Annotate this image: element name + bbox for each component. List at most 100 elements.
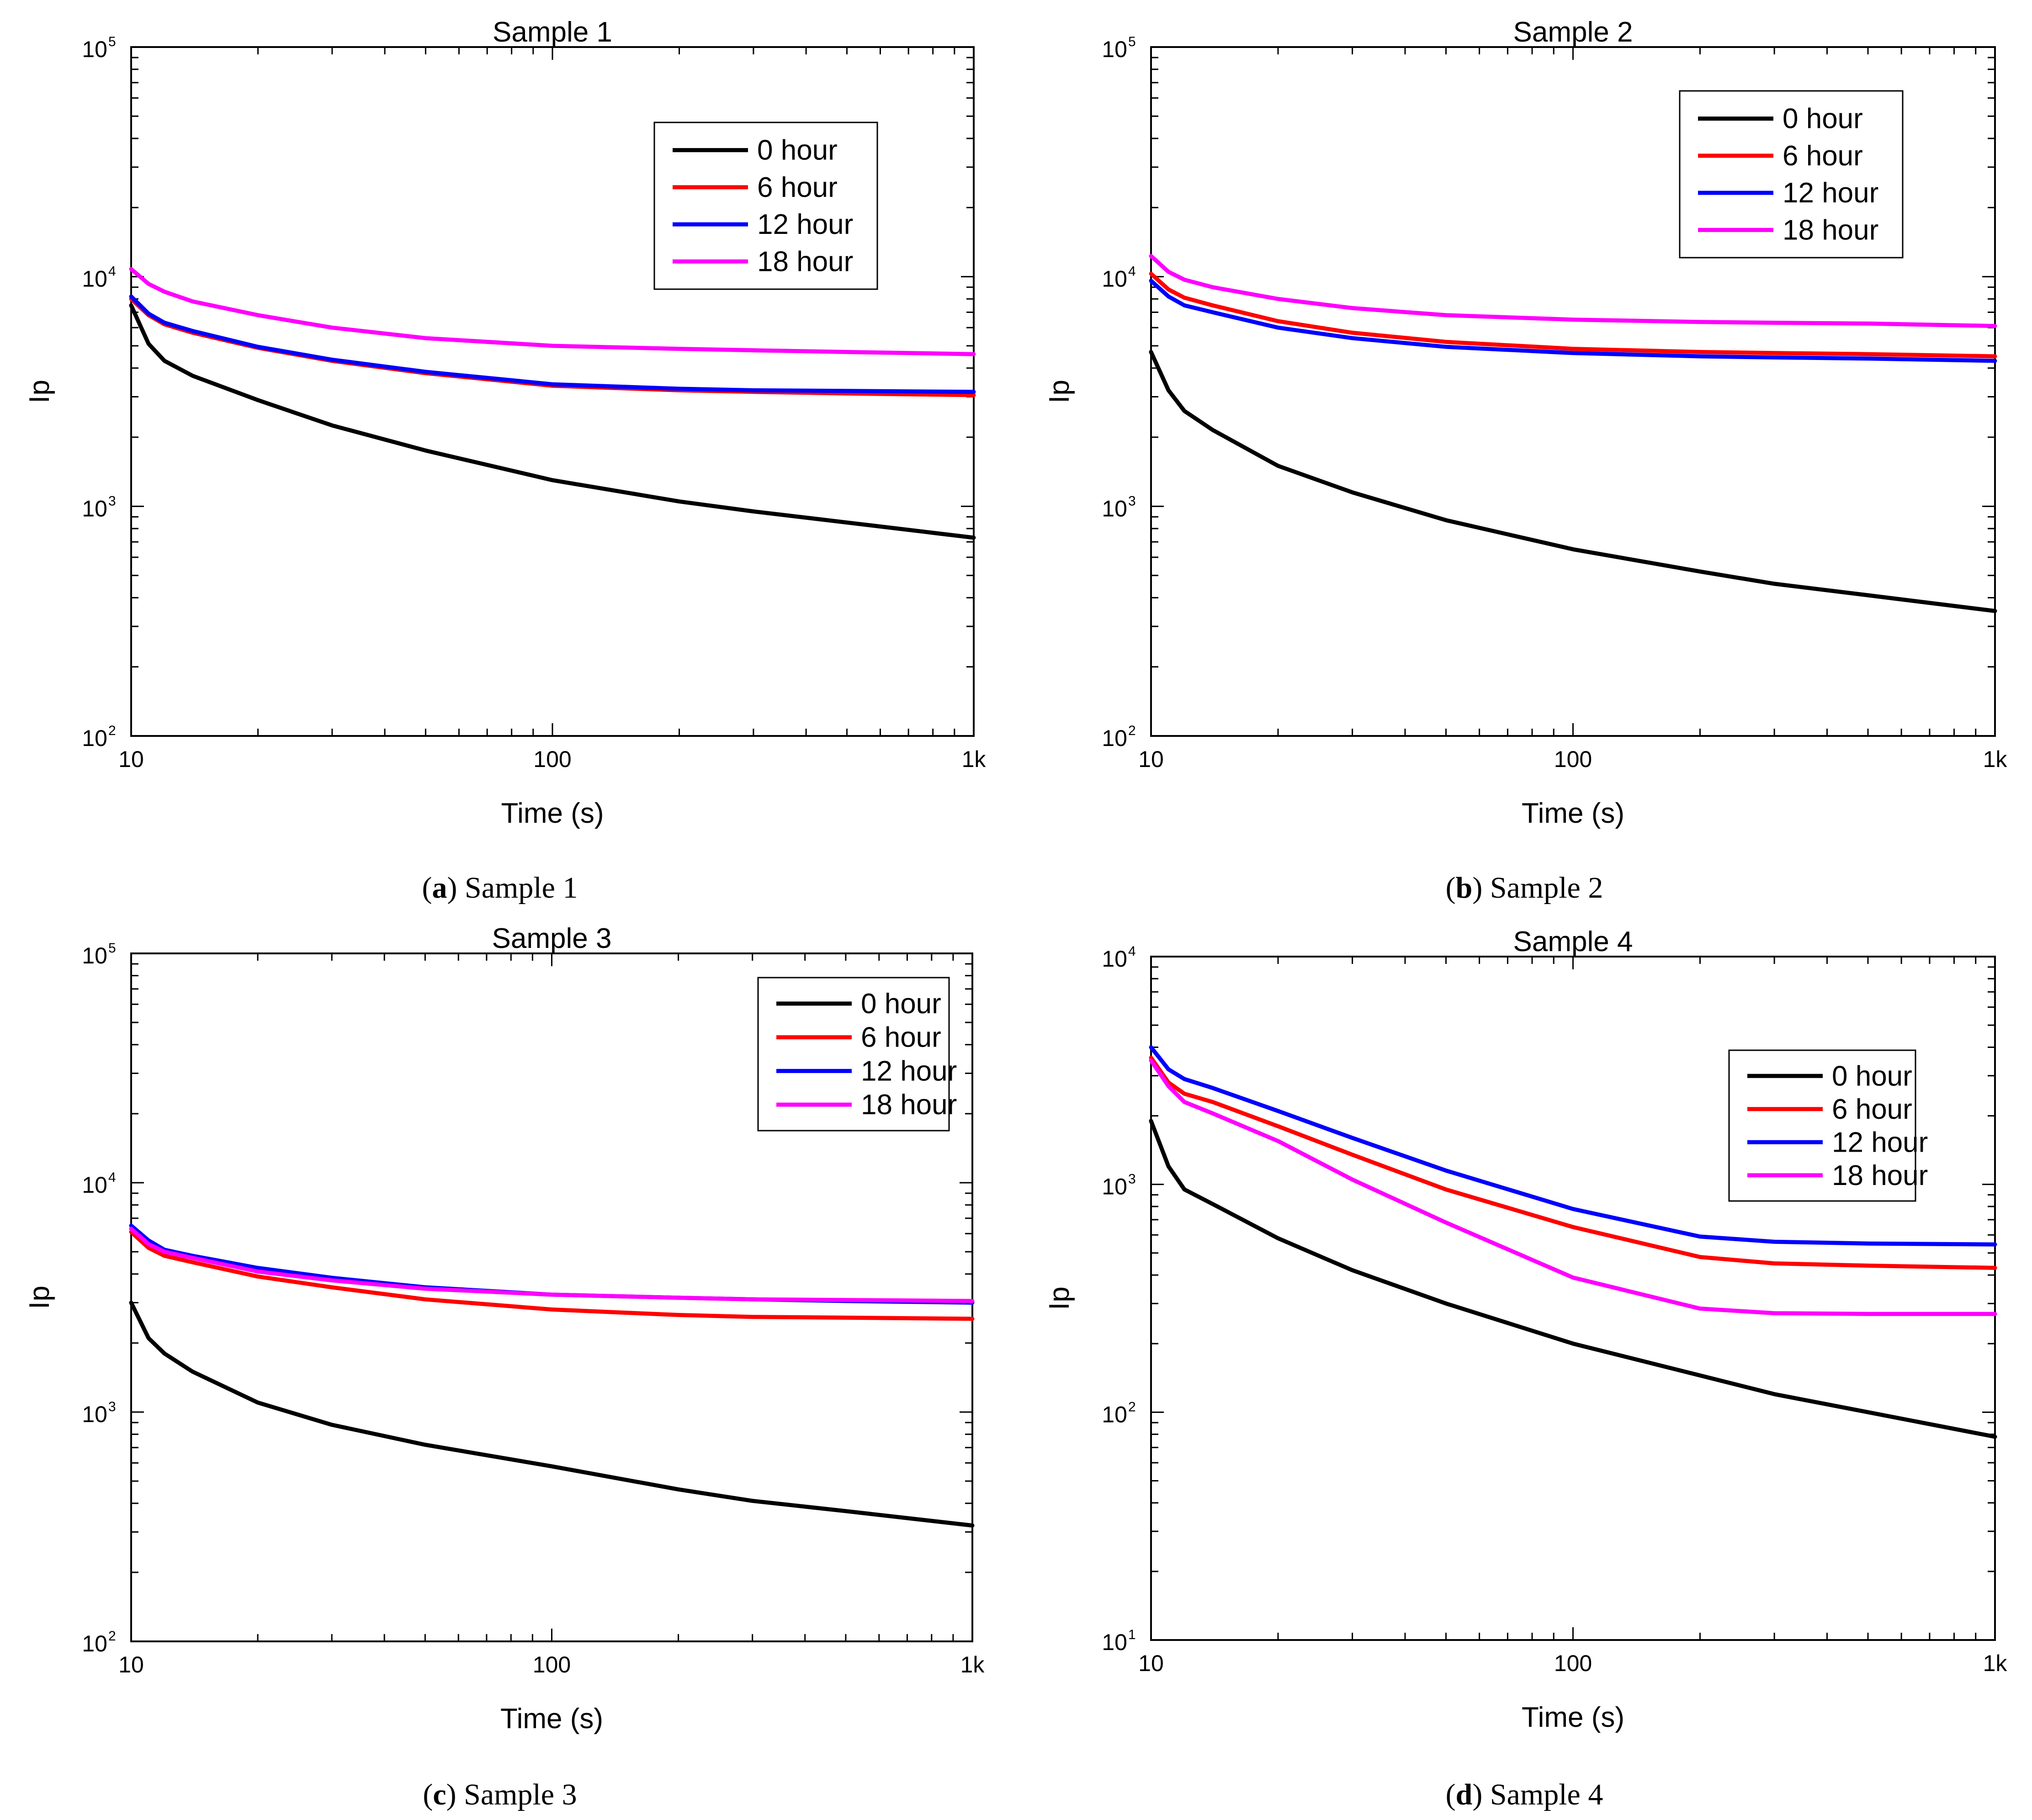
series-line-0-hour — [1149, 1119, 1997, 1439]
series-line-12-hour — [129, 294, 976, 394]
legend-label: 6 hour — [1832, 1094, 1912, 1125]
y-tick-exponent: 3 — [108, 1399, 116, 1414]
x-tick-label: 100 — [533, 746, 571, 772]
x-axis-label: Time (s) — [501, 798, 604, 829]
legend-label: 0 hour — [1832, 1060, 1912, 1092]
y-tick-exponent: 4 — [1128, 944, 1136, 959]
y-tick-exponent: 5 — [108, 941, 116, 956]
legend-label: 12 hour — [1783, 177, 1878, 209]
x-tick-label: 10 — [118, 1652, 144, 1677]
series-line-12-hour — [1149, 1045, 1997, 1247]
series-line-0-hour — [1149, 350, 1997, 613]
y-tick-exponent: 3 — [108, 493, 116, 508]
chart-title: Sample 3 — [492, 923, 612, 954]
series-line-12-hour — [129, 1223, 975, 1305]
y-tick-label: 10 — [82, 1631, 107, 1656]
x-tick-label: 10 — [118, 746, 144, 772]
y-tick-exponent: 2 — [1128, 723, 1136, 738]
legend: 0 hour 6 hour 12 hour 18 hour — [1679, 90, 1904, 259]
y-tick-label: 10 — [82, 1402, 107, 1427]
x-tick-label: 100 — [533, 1652, 571, 1677]
legend-label: 6 hour — [1783, 140, 1863, 172]
x-axis-label: Time (s) — [1522, 1702, 1624, 1733]
panel-caption: (d) Sample 4 — [1446, 1778, 1603, 1811]
series-line-12-hour — [1149, 279, 1997, 363]
legend-label: 18 hour — [757, 246, 853, 277]
series-line-18-hour — [129, 267, 976, 356]
y-tick-label: 10 — [82, 37, 107, 62]
y-tick-label: 10 — [82, 496, 107, 521]
y-tick-label: 10 — [1102, 37, 1127, 62]
legend-label: 0 hour — [1783, 103, 1863, 135]
legend-label: 12 hour — [861, 1055, 957, 1087]
y-tick-exponent: 2 — [108, 723, 116, 738]
x-axis-label: Time (s) — [500, 1703, 603, 1735]
chart-title: Sample 2 — [1513, 16, 1633, 48]
y-tick-exponent: 4 — [108, 1170, 116, 1185]
legend-label: 12 hour — [757, 209, 853, 240]
series-line-18-hour — [129, 1227, 975, 1303]
y-tick-exponent: 3 — [1128, 1172, 1136, 1187]
legend-label: 0 hour — [757, 135, 838, 166]
y-axis-label: Ip — [24, 380, 55, 403]
x-tick-label: 1k — [1983, 1651, 2008, 1676]
y-tick-exponent: 2 — [1128, 1399, 1136, 1414]
y-tick-label: 10 — [1102, 1630, 1127, 1655]
series-line-18-hour — [1149, 254, 1997, 328]
y-tick-exponent: 5 — [108, 34, 116, 49]
y-tick-label: 10 — [1102, 266, 1127, 292]
series-line-6-hour — [1149, 271, 1997, 359]
legend-label: 18 hour — [1832, 1160, 1928, 1191]
y-tick-exponent: 3 — [1128, 493, 1136, 508]
x-tick-label: 1k — [960, 1652, 985, 1677]
x-tick-label: 1k — [1983, 746, 2008, 772]
x-tick-label: 10 — [1138, 1651, 1164, 1676]
y-tick-exponent: 1 — [1128, 1627, 1136, 1642]
x-axis-label: Time (s) — [1522, 798, 1624, 829]
y-tick-label: 10 — [82, 266, 107, 292]
y-tick-label: 10 — [82, 725, 107, 751]
y-tick-label: 10 — [1102, 725, 1127, 751]
chart-title: Sample 1 — [493, 16, 612, 48]
y-axis-label: Ip — [24, 1286, 55, 1309]
y-tick-label: 10 — [1102, 946, 1127, 972]
panel-caption: (a) Sample 1 — [422, 871, 578, 905]
chart-title: Sample 4 — [1513, 926, 1633, 958]
y-tick-exponent: 2 — [108, 1629, 116, 1644]
panel-caption: (b) Sample 2 — [1446, 871, 1603, 905]
panel-caption: (c) Sample 3 — [423, 1778, 577, 1811]
x-tick-label: 1k — [962, 746, 987, 772]
legend-label: 6 hour — [757, 172, 838, 203]
y-tick-exponent: 5 — [1128, 34, 1136, 49]
y-axis-label: Ip — [1044, 1286, 1075, 1310]
y-tick-label: 10 — [1102, 1402, 1127, 1427]
y-tick-label: 10 — [82, 943, 107, 968]
series-line-0-hour — [129, 303, 976, 540]
y-tick-label: 10 — [1102, 1174, 1127, 1200]
legend-label: 0 hour — [861, 988, 941, 1020]
y-tick-label: 10 — [82, 1172, 107, 1198]
legend-label: 18 hour — [861, 1089, 957, 1121]
y-tick-exponent: 4 — [108, 264, 116, 279]
x-tick-label: 10 — [1138, 746, 1164, 772]
x-tick-label: 100 — [1554, 746, 1592, 772]
series-line-0-hour — [129, 1301, 975, 1528]
y-tick-label: 10 — [1102, 496, 1127, 521]
series-line-18-hour — [1149, 1058, 1997, 1316]
series-line-6-hour — [1149, 1055, 1997, 1270]
legend-label: 12 hour — [1832, 1127, 1928, 1158]
legend-label: 18 hour — [1783, 214, 1878, 246]
x-tick-label: 100 — [1554, 1651, 1592, 1676]
legend-label: 6 hour — [861, 1022, 941, 1053]
y-axis-label: Ip — [1044, 380, 1075, 403]
series-line-6-hour — [129, 1230, 975, 1321]
y-tick-exponent: 4 — [1128, 264, 1136, 279]
legend: 0 hour 6 hour 12 hour 18 hour — [653, 122, 878, 290]
